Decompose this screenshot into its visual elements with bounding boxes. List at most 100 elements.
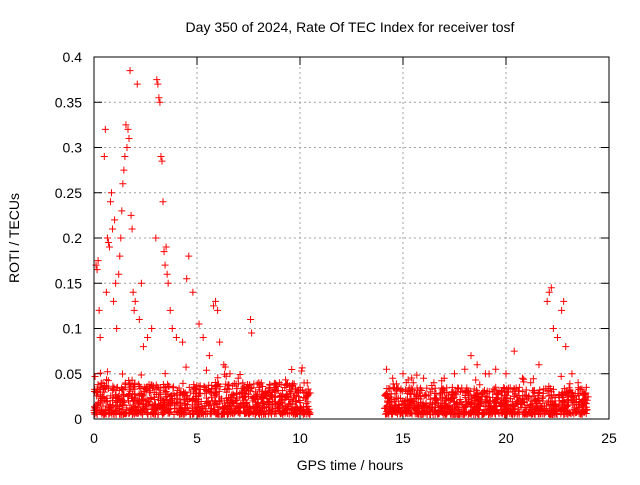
roti-point — [492, 383, 500, 391]
roti-point — [128, 407, 136, 415]
roti-point — [416, 386, 424, 394]
roti-point — [173, 386, 181, 394]
roti-point — [479, 388, 487, 396]
roti-point — [474, 410, 482, 418]
roti-point — [443, 384, 451, 392]
roti-point — [215, 398, 223, 406]
roti-point — [191, 385, 199, 393]
roti-point — [425, 391, 433, 399]
roti-point — [98, 409, 106, 417]
roti-point — [127, 211, 135, 219]
roti-point — [270, 398, 278, 406]
roti-point — [530, 386, 538, 394]
y-tick-label: 0.3 — [63, 140, 83, 156]
roti-point — [249, 397, 257, 405]
roti-point — [95, 306, 103, 314]
roti-point — [423, 384, 431, 392]
roti-point — [478, 393, 486, 401]
roti-point — [183, 392, 191, 400]
roti-point — [402, 400, 410, 408]
roti-point — [503, 385, 511, 393]
roti-point — [192, 393, 200, 401]
roti-point — [211, 391, 219, 399]
roti-point — [271, 410, 279, 418]
roti-point — [481, 370, 489, 378]
roti-point — [105, 407, 113, 415]
roti-point — [529, 375, 537, 383]
roti-point — [220, 361, 228, 369]
roti-point — [106, 401, 114, 409]
roti-point — [179, 338, 187, 346]
roti-point — [152, 234, 160, 242]
roti-point — [391, 390, 399, 398]
roti-point — [229, 410, 237, 418]
roti-point — [150, 405, 158, 413]
x-tick-label: 10 — [292, 430, 308, 446]
roti-point — [169, 384, 177, 392]
roti-point — [144, 410, 152, 418]
roti-point — [412, 393, 420, 401]
roti-point — [490, 385, 498, 393]
roti-point — [473, 361, 481, 369]
roti-point — [250, 404, 258, 412]
roti-point — [564, 392, 572, 400]
roti-point — [157, 391, 165, 399]
roti-point — [495, 387, 503, 395]
roti-point — [302, 388, 310, 396]
roti-point — [245, 383, 252, 391]
roti-point — [286, 388, 294, 396]
roti-point — [398, 401, 406, 409]
roti-point — [102, 288, 110, 296]
roti-point — [545, 288, 553, 296]
roti-point — [160, 383, 168, 391]
roti-point — [153, 76, 161, 84]
roti-point — [530, 409, 538, 417]
roti-point — [281, 384, 289, 392]
roti-point — [416, 410, 424, 418]
roti-point — [94, 257, 102, 265]
roti-point — [467, 410, 475, 418]
roti-point — [470, 385, 478, 393]
roti-point — [100, 153, 108, 161]
roti-point — [413, 410, 421, 418]
roti-point — [140, 383, 148, 391]
roti-point — [178, 401, 186, 409]
roti-point — [110, 297, 118, 305]
roti-point — [519, 388, 527, 396]
x-tick-label: 15 — [395, 430, 411, 446]
roti-point — [492, 395, 500, 403]
roti-point — [558, 407, 566, 415]
roti-point — [547, 397, 555, 405]
roti-point — [446, 405, 454, 413]
roti-point — [201, 389, 209, 397]
roti-point — [265, 399, 273, 407]
roti-point — [476, 381, 484, 389]
roti-point — [136, 400, 144, 408]
roti-point — [461, 391, 469, 399]
roti-point — [539, 393, 547, 401]
roti-point — [205, 352, 213, 360]
roti-point — [192, 405, 200, 413]
roti-point — [105, 243, 113, 251]
roti-point — [278, 399, 286, 407]
roti-point — [120, 166, 128, 174]
roti-point — [514, 405, 522, 413]
roti-point — [128, 394, 136, 402]
y-tick-label: 0.35 — [55, 94, 82, 110]
roti-point — [296, 383, 304, 391]
roti-point — [282, 380, 290, 388]
roti-point — [560, 385, 568, 393]
roti-point — [385, 385, 393, 393]
roti-point — [558, 306, 566, 314]
roti-point — [212, 297, 220, 305]
roti-point — [159, 408, 167, 416]
roti-point — [176, 406, 184, 414]
roti-point — [295, 407, 303, 415]
roti-point — [131, 385, 139, 393]
roti-point — [407, 384, 415, 392]
roti-point — [196, 382, 204, 390]
roti-point — [173, 391, 181, 399]
roti-point — [526, 408, 534, 416]
roti-point — [112, 279, 120, 287]
roti-point — [520, 375, 528, 383]
